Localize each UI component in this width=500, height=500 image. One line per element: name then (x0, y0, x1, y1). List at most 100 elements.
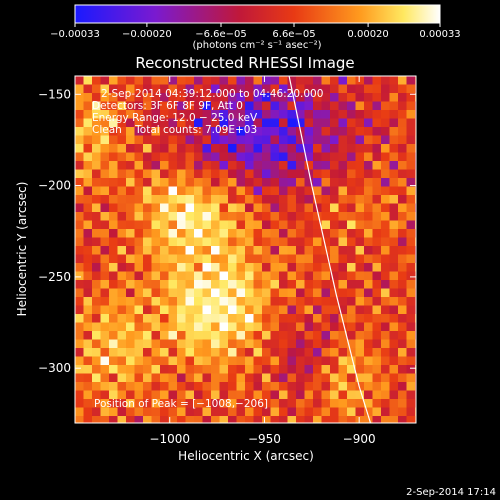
heatmap-cell (389, 356, 399, 366)
heatmap-cell (245, 118, 254, 128)
heatmap-cell (228, 169, 237, 179)
heatmap-cell (279, 110, 288, 119)
heatmap-cell (364, 152, 373, 162)
heatmap-cell (143, 84, 152, 94)
heatmap-cell (219, 178, 229, 187)
heatmap-cell (168, 186, 178, 196)
heatmap-cell (347, 110, 356, 119)
heatmap-cell (236, 297, 246, 306)
heatmap-cell (347, 144, 356, 153)
heatmap-cell (92, 407, 101, 417)
heatmap-cell (355, 127, 365, 136)
colorbar-tick-label: −0.00033 (50, 29, 100, 40)
colorbar-scale (74, 4, 441, 24)
heatmap-cell (296, 314, 305, 323)
heatmap-cell (219, 280, 229, 289)
heatmap-cell (83, 331, 93, 340)
heatmap-cell (194, 237, 203, 247)
heatmap-cell (245, 339, 254, 349)
heatmap-cell (143, 246, 152, 255)
heatmap-cell (228, 84, 237, 94)
heatmap-cell (194, 169, 203, 179)
heatmap-cell (75, 186, 84, 196)
heatmap-cell (364, 288, 373, 298)
heatmap-cell (92, 220, 101, 230)
heatmap-cell (126, 271, 135, 281)
heatmap-cell (313, 127, 322, 136)
heatmap-cell (168, 263, 178, 272)
heatmap-cell (330, 161, 339, 170)
heatmap-cell (143, 144, 152, 153)
heatmap-cell (117, 382, 127, 391)
heatmap-cell (347, 152, 356, 162)
heatmap-cell (330, 263, 339, 272)
heatmap-cell (296, 399, 305, 408)
heatmap-cell (228, 280, 237, 289)
heatmap-cell (92, 144, 101, 153)
heatmap-cell (330, 135, 339, 145)
heatmap-cell (177, 118, 186, 128)
heatmap-cell (262, 305, 271, 315)
heatmap-cell (92, 416, 101, 423)
heatmap-cell (270, 322, 280, 332)
heatmap-cell (194, 288, 203, 298)
heatmap-cell (389, 246, 399, 255)
heatmap-cell (143, 322, 152, 332)
heatmap-cell (321, 356, 331, 366)
heatmap-cell (219, 297, 229, 306)
heatmap-cell (355, 152, 365, 162)
heatmap-cell (245, 203, 254, 213)
heatmap-cell (160, 288, 169, 298)
heatmap-cell (330, 365, 339, 374)
heatmap-cell (262, 382, 271, 391)
heatmap-cell (364, 178, 373, 187)
heatmap-cell (134, 305, 144, 315)
heatmap-cell (321, 84, 331, 94)
heatmap-cell (338, 212, 348, 221)
heatmap-cell (126, 407, 135, 417)
heatmap-cell (177, 93, 186, 102)
heatmap-cell (109, 399, 118, 408)
heatmap-cell (270, 407, 280, 417)
heatmap-cell (134, 331, 144, 340)
heatmap-cell (347, 297, 356, 306)
x-tick-label: −950 (248, 432, 281, 446)
heatmap-cell (75, 348, 84, 357)
heatmap-cell (92, 93, 101, 102)
heatmap-cell (330, 220, 339, 230)
heatmap-cell (126, 93, 135, 102)
heatmap-cell (389, 416, 399, 423)
colorbar: −0.00033 −0.00020 −6.6e−05 6.6e−05 0.00020 0.… (50, 4, 461, 51)
heatmap-cell (245, 93, 254, 102)
heatmap-cell (143, 229, 152, 238)
heatmap-cell (134, 246, 144, 255)
heatmap-cell (381, 203, 390, 213)
heatmap-cell (143, 237, 152, 247)
heatmap-cell (126, 152, 135, 162)
heatmap-cell (151, 365, 161, 374)
heatmap-cell (406, 220, 416, 230)
heatmap-cell (228, 203, 237, 213)
heatmap-cell (228, 356, 237, 366)
heatmap-cell (313, 331, 322, 340)
heatmap-cell (211, 288, 220, 298)
heatmap-cell (338, 118, 348, 128)
heatmap-cell (321, 390, 331, 400)
heatmap-cell (372, 84, 382, 94)
heatmap-cell (355, 212, 365, 221)
heatmap-cell (287, 331, 297, 340)
heatmap-cell (168, 169, 178, 179)
heatmap-cell (160, 186, 169, 196)
heatmap-cell (75, 399, 84, 408)
heatmap-cell (177, 152, 186, 162)
heatmap-cell (321, 229, 331, 238)
heatmap-cell (185, 348, 195, 357)
heatmap-cell (202, 178, 212, 187)
heatmap-cell (177, 348, 186, 357)
heatmap-cell (228, 305, 237, 315)
heatmap-cell (92, 246, 101, 255)
heatmap-cell (236, 263, 246, 272)
heatmap-cell (330, 237, 339, 247)
heatmap-cell (355, 135, 365, 145)
heatmap-cell (347, 229, 356, 238)
